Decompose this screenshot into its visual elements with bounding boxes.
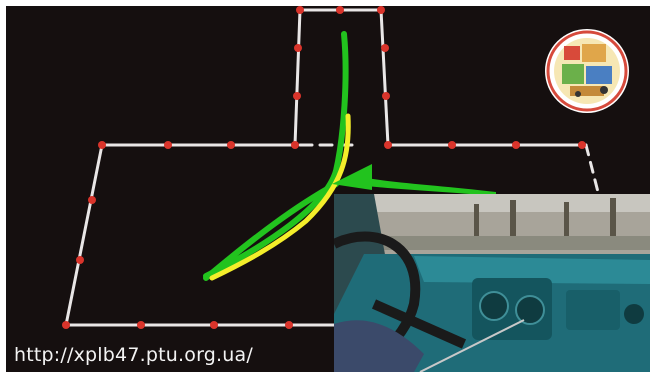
cone (512, 141, 520, 149)
website-url-label: http://xplb47.ptu.org.ua/ (14, 344, 253, 366)
cone (62, 321, 70, 329)
cone (293, 92, 301, 100)
cone (98, 141, 106, 149)
cones (62, 6, 586, 329)
maneuver-diagram (62, 6, 600, 329)
cone (164, 141, 172, 149)
cone (377, 6, 385, 14)
cone (578, 141, 586, 149)
cone (448, 141, 456, 149)
cone (294, 44, 302, 52)
cone (381, 44, 389, 52)
cone (296, 6, 304, 14)
cone (210, 321, 218, 329)
cone (291, 141, 299, 149)
cab-interior-image (334, 194, 650, 372)
cone (76, 256, 84, 264)
cone (336, 6, 344, 14)
direction-arrow-icon (332, 164, 496, 196)
trajectory-paths (203, 31, 351, 281)
cab-interior-inset (334, 194, 650, 372)
round-emblem-icon (545, 29, 629, 113)
cone (88, 196, 96, 204)
video-player[interactable]: http://xplb47.ptu.org.ua/ (6, 6, 650, 372)
cone (285, 321, 293, 329)
cone (384, 141, 392, 149)
cone (227, 141, 235, 149)
cone (137, 321, 145, 329)
cone (382, 92, 390, 100)
